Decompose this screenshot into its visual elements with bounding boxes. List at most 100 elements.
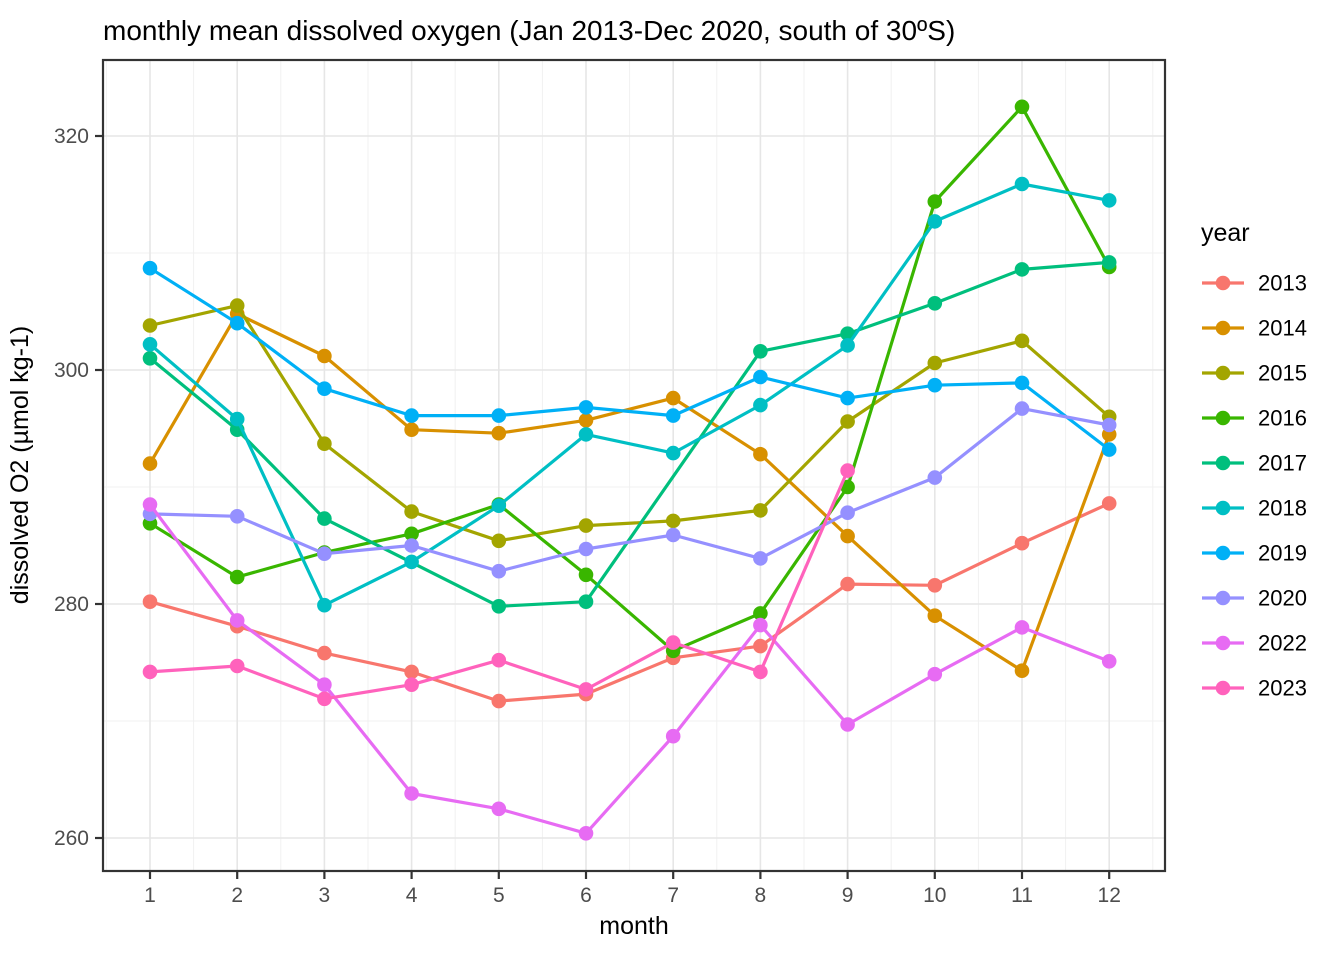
data-point-2013: [1014, 535, 1030, 551]
data-point-2014: [578, 413, 594, 428]
data-point-2013: [1101, 496, 1117, 511]
data-point-2018: [1101, 193, 1117, 208]
data-point-2014: [665, 390, 681, 406]
data-point-2013: [840, 576, 855, 592]
data-point-2019: [753, 369, 768, 385]
data-point-2017: [1101, 255, 1117, 270]
legend-key-point-2019: [1215, 545, 1231, 561]
legend-key-point-2023: [1215, 680, 1231, 696]
data-point-2014: [927, 608, 943, 623]
data-point-2020: [491, 563, 507, 579]
legend-label-2016: 2016: [1258, 406, 1307, 431]
x-tick-label: 10: [923, 884, 946, 907]
legend-label-2013: 2013: [1258, 271, 1307, 296]
x-tick-label: 6: [580, 884, 592, 907]
data-point-2022: [927, 666, 943, 682]
x-tick-label: 5: [493, 884, 505, 907]
data-point-2017: [142, 351, 158, 366]
data-point-2019: [404, 408, 419, 423]
data-point-2014: [840, 528, 855, 544]
legend-title: year: [1201, 219, 1250, 247]
series-layer: [142, 99, 1117, 841]
data-point-2014: [142, 456, 158, 471]
data-point-2015: [404, 504, 419, 519]
data-point-2013: [491, 693, 507, 709]
data-point-2017: [927, 296, 943, 311]
data-point-2015: [578, 518, 594, 533]
data-point-2022: [1014, 620, 1030, 635]
data-point-2015: [1014, 333, 1030, 349]
data-point-2019: [491, 408, 507, 423]
data-point-2022: [229, 613, 245, 628]
data-point-2022: [753, 617, 768, 633]
y-axis-label: dissolved O2 (µmol kg-1): [6, 326, 34, 604]
legend-label-2015: 2015: [1258, 361, 1307, 386]
data-point-2023: [840, 463, 855, 478]
data-point-2013: [142, 594, 158, 609]
data-point-2022: [578, 826, 594, 841]
series-line-2018: [148, 182, 1111, 607]
data-point-2023: [229, 658, 245, 674]
data-point-2018: [229, 411, 245, 427]
legend-item-2023: 2023: [1202, 676, 1307, 701]
chart-title: monthly mean dissolved oxygen (Jan 2013-…: [103, 15, 955, 46]
data-point-2022: [840, 717, 855, 732]
data-point-2019: [317, 381, 332, 397]
data-point-2019: [229, 315, 245, 331]
data-point-2017: [578, 594, 594, 609]
data-point-2020: [229, 509, 245, 524]
data-point-2018: [142, 337, 158, 352]
x-tick-label: 12: [1098, 884, 1121, 907]
legend-item-2017: 2017: [1202, 451, 1307, 476]
series-line-2020: [148, 407, 1111, 573]
legend-item-2013: 2013: [1202, 271, 1307, 296]
data-point-2015: [491, 533, 507, 549]
legend-item-2019: 2019: [1202, 541, 1307, 566]
x-tick-label: 8: [755, 884, 767, 907]
data-point-2023: [404, 677, 419, 692]
legend-label-2020: 2020: [1258, 586, 1307, 611]
data-point-2016: [753, 606, 768, 621]
data-point-2018: [665, 445, 681, 461]
panel-border: [101, 58, 1167, 873]
series-line-2015: [148, 304, 1111, 543]
legend-item-2020: 2020: [1202, 586, 1307, 611]
legend-key-point-2020: [1215, 590, 1231, 606]
data-point-2018: [840, 338, 855, 353]
data-point-2015: [142, 318, 158, 333]
data-point-2013: [404, 664, 419, 680]
data-point-2017: [491, 599, 507, 614]
data-point-2018: [317, 597, 332, 613]
data-point-2020: [753, 551, 768, 566]
legend-label-2014: 2014: [1258, 316, 1307, 341]
x-tick-label: 7: [667, 884, 679, 907]
data-point-2023: [578, 682, 594, 697]
legend-key-point-2017: [1215, 455, 1231, 471]
data-point-2016: [404, 526, 419, 542]
series-line-2013: [148, 501, 1111, 703]
y-tick-label: 300: [54, 359, 89, 382]
data-point-2019: [578, 400, 594, 415]
data-point-2015: [840, 414, 855, 429]
y-tick-label: 280: [54, 593, 89, 616]
data-point-2013: [927, 578, 943, 593]
data-point-2023: [665, 635, 681, 650]
data-point-2020: [840, 505, 855, 520]
legend-item-2022: 2022: [1202, 631, 1307, 656]
data-point-2020: [578, 541, 594, 557]
data-point-2020: [927, 470, 943, 485]
x-tick-label: 2: [231, 884, 243, 907]
legend-label-2019: 2019: [1258, 541, 1307, 566]
x-axis-label: month: [599, 912, 668, 940]
legend-key-point-2015: [1215, 365, 1231, 381]
data-point-2014: [1014, 663, 1030, 678]
data-point-2019: [927, 377, 943, 393]
legend-label-2017: 2017: [1258, 451, 1307, 476]
x-tick-label: 9: [842, 884, 854, 907]
data-point-2018: [578, 427, 594, 442]
gridlines: [103, 60, 1165, 871]
data-point-2023: [753, 664, 768, 680]
legend-key-point-2022: [1215, 635, 1231, 651]
data-point-2017: [840, 326, 855, 342]
legend: 2013 2014 2015 2016 2017 2018 2019 2020 2022 2023: [1202, 271, 1307, 701]
